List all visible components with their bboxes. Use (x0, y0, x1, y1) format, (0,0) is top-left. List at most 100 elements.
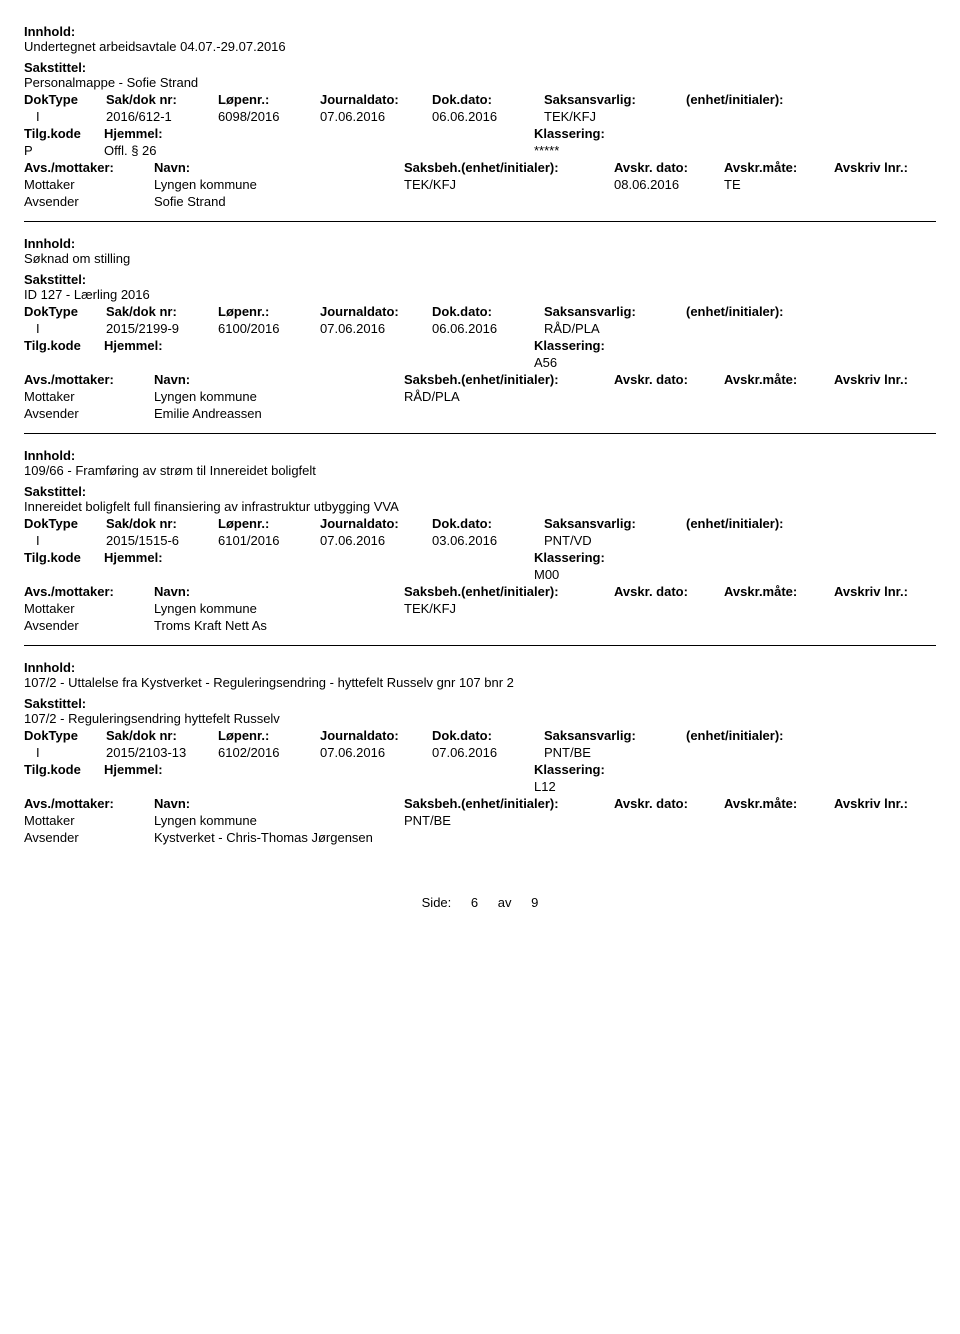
innhold-value: 109/66 - Framføring av strøm til Innerei… (24, 463, 936, 478)
avskrdato-value (614, 813, 724, 828)
journal-entry: Innhold: Undertegnet arbeidsavtale 04.07… (24, 24, 936, 222)
innhold-value: Undertegnet arbeidsavtale 04.07.-29.07.2… (24, 39, 936, 54)
journaldato-label: Journaldato: (320, 728, 430, 743)
klassering-label: Klassering: (534, 338, 834, 353)
avsmottaker-label: Avs./mottaker: (24, 372, 154, 387)
hjemmel-label: Hjemmel: (104, 762, 534, 777)
tilgkode-value (24, 779, 104, 794)
lopenr-value: 6098/2016 (218, 109, 318, 124)
mottaker-role: Mottaker (24, 601, 154, 616)
enhetinit-label: (enhet/initialer): (686, 304, 836, 319)
lopenr-value: 6101/2016 (218, 533, 318, 548)
saksansvarlig-value: PNT/BE (544, 745, 684, 760)
klassering-label: Klassering: (534, 126, 834, 141)
mottaker-role: Mottaker (24, 389, 154, 404)
saksansvarlig-label: Saksansvarlig: (544, 304, 684, 319)
tilgkode-label: Tilg.kode (24, 762, 104, 777)
sakstittel-value: 107/2 - Reguleringsendring hyttefelt Rus… (24, 711, 936, 726)
innhold-value: Søknad om stilling (24, 251, 936, 266)
dokdato-value: 06.06.2016 (432, 321, 542, 336)
avsmottaker-label: Avs./mottaker: (24, 796, 154, 811)
tilgkode-value (24, 355, 104, 370)
avsender-role: Avsender (24, 406, 154, 421)
mottaker-navn: Lyngen kommune (154, 813, 404, 828)
journaldato-value: 07.06.2016 (320, 745, 430, 760)
saksansvarlig-label: Saksansvarlig: (544, 728, 684, 743)
avsender-navn: Emilie Andreassen (154, 406, 754, 421)
avskrdato-value: 08.06.2016 (614, 177, 724, 192)
sakdok-value: 2015/2199-9 (106, 321, 216, 336)
navn-label: Navn: (154, 160, 404, 175)
dokdato-value: 06.06.2016 (432, 109, 542, 124)
doktype-label: DokType (24, 92, 104, 107)
footer-side-label: Side: (422, 895, 452, 910)
avskrivlnr-label: Avskriv lnr.: (834, 796, 924, 811)
avskrivlnr-label: Avskriv lnr.: (834, 584, 924, 599)
saksbeh-value: TEK/KFJ (404, 177, 614, 192)
tilgkode-label: Tilg.kode (24, 126, 104, 141)
doktype-label: DokType (24, 516, 104, 531)
avsender-navn: Kystverket - Chris-Thomas Jørgensen (154, 830, 754, 845)
sakstittel-label: Sakstittel: (24, 484, 936, 499)
navn-label: Navn: (154, 796, 404, 811)
dokdato-label: Dok.dato: (432, 728, 542, 743)
tilgkode-label: Tilg.kode (24, 338, 104, 353)
avskrivlnr-label: Avskriv lnr.: (834, 372, 924, 387)
doktype-label: DokType (24, 728, 104, 743)
hjemmel-label: Hjemmel: (104, 338, 534, 353)
klassering-value: ***** (534, 143, 834, 158)
sakdok-label: Sak/dok nr: (106, 92, 216, 107)
journaldato-value: 07.06.2016 (320, 109, 430, 124)
avskrdato-label: Avskr. dato: (614, 372, 724, 387)
entry-divider (24, 221, 936, 222)
lopenr-value: 6102/2016 (218, 745, 318, 760)
mottaker-navn: Lyngen kommune (154, 389, 404, 404)
hjemmel-value (104, 355, 534, 370)
footer-av-label: av (498, 895, 512, 910)
mottaker-navn: Lyngen kommune (154, 177, 404, 192)
avsmottaker-label: Avs./mottaker: (24, 160, 154, 175)
sakstittel-value: ID 127 - Lærling 2016 (24, 287, 936, 302)
hjemmel-value (104, 567, 534, 582)
lopenr-label: Løpenr.: (218, 92, 318, 107)
avskrdato-label: Avskr. dato: (614, 584, 724, 599)
saksbeh-label: Saksbeh.(enhet/initialer): (404, 796, 614, 811)
saksbeh-label: Saksbeh.(enhet/initialer): (404, 584, 614, 599)
dokdato-value: 07.06.2016 (432, 745, 542, 760)
klassering-value: L12 (534, 779, 834, 794)
journaldato-value: 07.06.2016 (320, 533, 430, 548)
journaldato-label: Journaldato: (320, 92, 430, 107)
journal-entry: Innhold: 107/2 - Uttalelse fra Kystverke… (24, 660, 936, 845)
entry-divider (24, 645, 936, 646)
footer-total: 9 (531, 895, 538, 910)
avsmottaker-label: Avs./mottaker: (24, 584, 154, 599)
enhetinit-label: (enhet/initialer): (686, 728, 836, 743)
dokdato-label: Dok.dato: (432, 516, 542, 531)
innhold-label: Innhold: (24, 448, 936, 463)
avsender-navn: Sofie Strand (154, 194, 754, 209)
saksbeh-label: Saksbeh.(enhet/initialer): (404, 160, 614, 175)
lopenr-value: 6100/2016 (218, 321, 318, 336)
sakstittel-value: Personalmappe - Sofie Strand (24, 75, 936, 90)
saksansvarlig-label: Saksansvarlig: (544, 92, 684, 107)
hjemmel-label: Hjemmel: (104, 550, 534, 565)
avskrmate-label: Avskr.måte: (724, 372, 834, 387)
saksansvarlig-label: Saksansvarlig: (544, 516, 684, 531)
sakstittel-label: Sakstittel: (24, 272, 936, 287)
avskrmate-label: Avskr.måte: (724, 796, 834, 811)
doktype-value: I (24, 533, 104, 548)
saksbeh-value: PNT/BE (404, 813, 614, 828)
avsender-role: Avsender (24, 830, 154, 845)
sakdok-value: 2015/1515-6 (106, 533, 216, 548)
avskrdato-label: Avskr. dato: (614, 160, 724, 175)
journal-entry: Innhold: 109/66 - Framføring av strøm ti… (24, 448, 936, 646)
lopenr-label: Løpenr.: (218, 728, 318, 743)
klassering-value: A56 (534, 355, 834, 370)
sakstittel-label: Sakstittel: (24, 60, 936, 75)
tilgkode-value: P (24, 143, 104, 158)
dokdato-label: Dok.dato: (432, 92, 542, 107)
innhold-label: Innhold: (24, 236, 936, 251)
journaldato-label: Journaldato: (320, 304, 430, 319)
innhold-label: Innhold: (24, 24, 936, 39)
sakdok-label: Sak/dok nr: (106, 516, 216, 531)
